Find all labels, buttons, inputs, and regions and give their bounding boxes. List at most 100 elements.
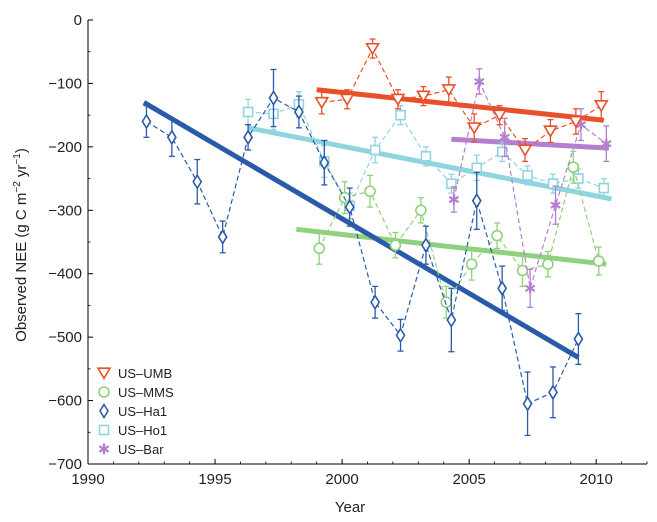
y-tick-label: −100 [48, 75, 82, 92]
series-2 [141, 68, 584, 437]
data-point [448, 193, 459, 206]
data-point [242, 106, 254, 118]
data-point [416, 90, 431, 104]
data-point [466, 122, 482, 135]
x-tick-label: 1995 [198, 471, 231, 488]
data-point [217, 228, 228, 245]
data-point [420, 151, 432, 162]
data-point [293, 103, 304, 120]
legend-marker [98, 386, 110, 398]
data-point [415, 204, 427, 217]
legend-label: US–Bar [118, 442, 164, 457]
trend-line-0 [316, 87, 605, 123]
data-point [543, 125, 558, 138]
data-point [522, 395, 533, 412]
y-tick-label: −600 [48, 393, 82, 410]
data-point [592, 255, 605, 267]
x-tick-label: 2005 [452, 471, 485, 488]
legend-item: US–Ha1 [99, 402, 167, 420]
series-4 [448, 68, 612, 308]
y-axis-label-mid: yr [13, 165, 30, 182]
legend-item: US–Ho1 [98, 423, 167, 438]
y-tick-label: 0 [74, 12, 82, 29]
series-dashed-line-1 [318, 164, 600, 304]
data-point [395, 109, 406, 121]
data-point [550, 199, 561, 211]
x-axis-label: Year [335, 499, 365, 516]
series-0 [314, 38, 609, 163]
series-dashed-line-2 [146, 97, 579, 405]
y-axis-label-end: ) [13, 148, 30, 153]
trend-line-2 [142, 100, 580, 360]
series-dashed-line-3 [248, 103, 605, 208]
data-point [474, 75, 485, 88]
series-1 [313, 150, 605, 319]
legend-marker [96, 367, 112, 380]
data-point [440, 296, 453, 309]
data-point [465, 258, 478, 271]
y-tick-label: −700 [48, 456, 82, 473]
data-point [548, 384, 558, 401]
data-point [364, 185, 376, 198]
x-tick-label: 2010 [579, 471, 612, 488]
x-tick-label: 2000 [325, 471, 358, 488]
data-point [471, 162, 483, 174]
data-point [601, 138, 612, 150]
data-point [568, 115, 584, 129]
data-point [243, 129, 254, 146]
data-point [491, 229, 503, 242]
axes: 1990 1995 2000 2005 2010 0 −100 −200 −300 −400 −50… [48, 12, 648, 488]
data-point [542, 258, 554, 271]
data-point [547, 178, 559, 189]
data-point [344, 199, 355, 216]
legend-label: US–Ho1 [118, 423, 167, 438]
data-point [314, 96, 330, 110]
data-point [141, 113, 152, 130]
data-point [492, 109, 508, 123]
y-axis-label-main: Observed NEE (g C m [13, 193, 30, 342]
data-point [370, 294, 381, 311]
legend-marker [98, 424, 110, 436]
legend-item: US–MMS [98, 385, 174, 400]
legend-label: US–UMB [118, 366, 172, 381]
data-point [471, 192, 482, 209]
y-axis-label: Observed NEE (g C m−2 yr−1) [12, 148, 30, 342]
data-point [268, 89, 279, 107]
data-point [446, 311, 457, 329]
data-point [192, 173, 203, 190]
data-point [339, 93, 355, 107]
data-point [390, 93, 406, 107]
x-tick-label: 1990 [71, 471, 104, 488]
legend-item: US–Bar [99, 442, 164, 457]
plot-area [141, 38, 612, 437]
data-point [573, 173, 584, 184]
y-axis-label-exp1: −2 [12, 181, 23, 193]
data-point [365, 42, 380, 56]
data-point [395, 327, 406, 344]
y-tick-label: −400 [48, 266, 82, 283]
legend-item: US–UMB [96, 366, 172, 381]
trend-line-1 [296, 226, 607, 267]
y-tick-label: −200 [48, 139, 82, 156]
data-point [421, 237, 431, 254]
data-point [516, 264, 529, 277]
data-point [598, 182, 610, 194]
data-point [389, 239, 402, 251]
legend-marker [99, 443, 109, 455]
data-point [525, 282, 536, 294]
data-point [497, 280, 508, 297]
legend-marker [99, 402, 109, 420]
data-point [573, 331, 584, 348]
data-point [166, 129, 177, 146]
data-point [517, 144, 533, 158]
data-point [593, 100, 609, 113]
y-axis-label-exp2: −1 [12, 153, 23, 165]
trend-line-4 [451, 136, 610, 151]
data-point [313, 242, 326, 255]
data-point [446, 178, 457, 189]
series-dashed-line-0 [321, 47, 602, 151]
data-point [567, 161, 580, 173]
data-point [499, 131, 510, 143]
y-tick-label: −500 [48, 329, 82, 346]
